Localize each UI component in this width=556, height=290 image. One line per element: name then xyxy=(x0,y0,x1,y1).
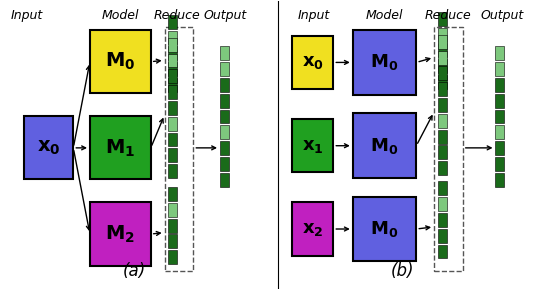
Bar xyxy=(168,235,177,249)
Text: Reduce: Reduce xyxy=(425,9,472,21)
Bar xyxy=(495,125,504,139)
Bar xyxy=(495,157,504,171)
Bar xyxy=(495,141,504,155)
Bar xyxy=(495,173,504,187)
Bar xyxy=(438,12,446,26)
Bar xyxy=(438,244,446,258)
Bar xyxy=(220,125,229,139)
Text: $\mathbf{M_2}$: $\mathbf{M_2}$ xyxy=(105,223,135,245)
Bar xyxy=(438,66,446,80)
Bar xyxy=(90,116,151,180)
Text: $\mathbf{M_1}$: $\mathbf{M_1}$ xyxy=(105,137,136,159)
Bar xyxy=(168,117,177,130)
Bar xyxy=(438,197,446,211)
Bar xyxy=(438,82,446,96)
Text: Model: Model xyxy=(102,9,139,21)
Bar xyxy=(438,35,446,49)
Text: $\mathbf{x_0}$: $\mathbf{x_0}$ xyxy=(37,138,60,157)
Bar xyxy=(90,30,151,93)
Bar xyxy=(438,44,446,57)
Bar xyxy=(220,78,229,92)
Bar xyxy=(168,30,177,44)
Bar xyxy=(438,28,446,41)
Bar xyxy=(438,114,446,128)
Bar xyxy=(168,203,177,217)
Bar xyxy=(220,62,229,76)
Text: $\mathbf{M_0}$: $\mathbf{M_0}$ xyxy=(105,51,136,72)
Bar xyxy=(168,38,177,52)
Bar xyxy=(168,54,177,68)
Bar xyxy=(495,94,504,108)
Text: $\mathbf{x_2}$: $\mathbf{x_2}$ xyxy=(302,220,324,238)
Text: $\mathbf{x_0}$: $\mathbf{x_0}$ xyxy=(301,53,324,71)
Bar xyxy=(168,62,177,76)
Bar xyxy=(438,161,446,175)
Bar xyxy=(438,181,446,195)
Bar xyxy=(168,219,177,233)
Bar xyxy=(220,46,229,60)
Bar xyxy=(165,27,193,271)
Bar xyxy=(438,59,446,73)
Bar xyxy=(168,187,177,201)
Text: $\mathbf{M_0}$: $\mathbf{M_0}$ xyxy=(370,219,399,239)
Bar xyxy=(168,133,177,146)
Text: Reduce: Reduce xyxy=(154,9,201,21)
Bar xyxy=(353,113,416,178)
Bar xyxy=(438,98,446,112)
Text: $\mathbf{x_1}$: $\mathbf{x_1}$ xyxy=(302,137,324,155)
Bar xyxy=(168,46,177,60)
Bar xyxy=(220,157,229,171)
Bar xyxy=(438,75,446,89)
Bar xyxy=(495,46,504,60)
Bar xyxy=(220,94,229,108)
Bar xyxy=(438,229,446,243)
Text: (b): (b) xyxy=(391,262,414,280)
Text: Output: Output xyxy=(480,9,524,21)
Bar xyxy=(495,110,504,124)
Bar xyxy=(168,15,177,29)
Text: Input: Input xyxy=(10,9,42,21)
Bar xyxy=(438,213,446,227)
Bar xyxy=(353,197,416,261)
Bar xyxy=(168,250,177,264)
Bar xyxy=(168,85,177,99)
Bar xyxy=(168,148,177,162)
Bar xyxy=(495,78,504,92)
Bar xyxy=(292,36,334,89)
Bar xyxy=(90,202,151,266)
Bar xyxy=(220,141,229,155)
Text: Output: Output xyxy=(204,9,247,21)
Bar xyxy=(438,130,446,144)
Text: (a): (a) xyxy=(122,262,146,280)
Bar xyxy=(353,30,416,95)
Bar xyxy=(438,146,446,160)
Bar xyxy=(495,62,504,76)
Bar xyxy=(220,110,229,124)
Text: Input: Input xyxy=(298,9,330,21)
Bar xyxy=(220,173,229,187)
Bar xyxy=(168,164,177,178)
Bar xyxy=(168,78,177,92)
Bar xyxy=(438,51,446,65)
Text: Model: Model xyxy=(365,9,403,21)
Text: $\mathbf{M_0}$: $\mathbf{M_0}$ xyxy=(370,136,399,156)
Bar xyxy=(292,119,334,172)
Bar xyxy=(434,27,463,271)
Bar xyxy=(292,202,334,255)
Bar xyxy=(168,69,177,83)
Bar xyxy=(168,101,177,115)
Text: $\mathbf{M_0}$: $\mathbf{M_0}$ xyxy=(370,52,399,72)
Bar xyxy=(23,116,73,180)
